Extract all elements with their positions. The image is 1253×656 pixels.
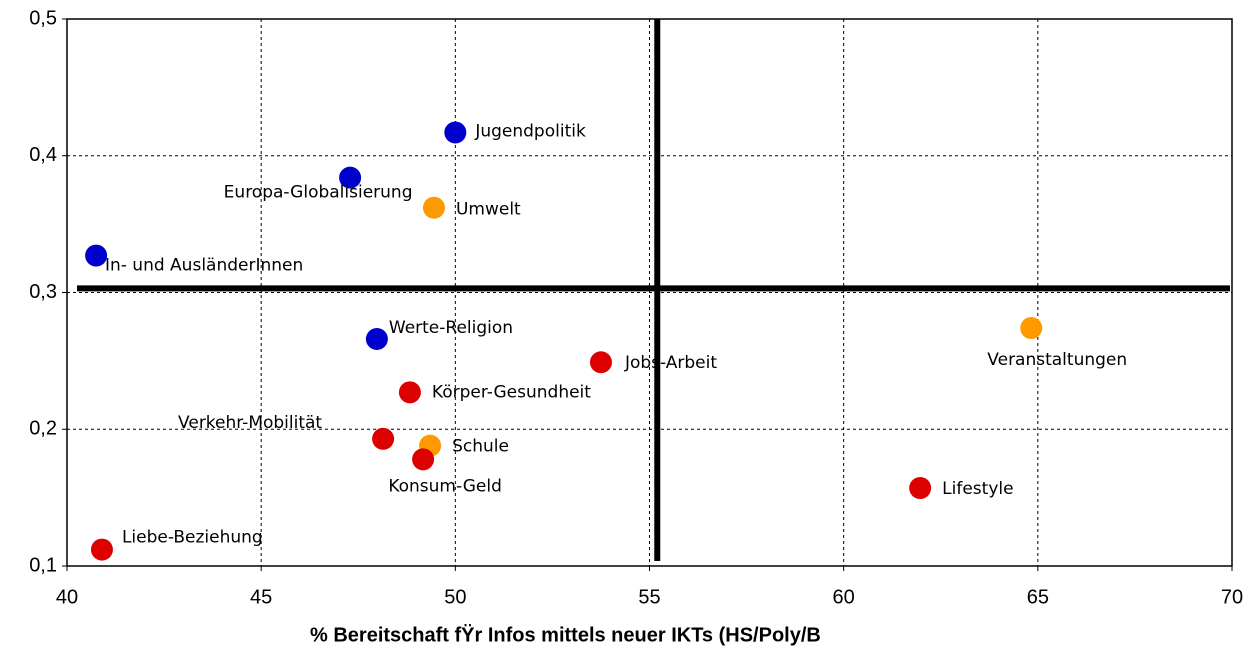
y-tick-label: 0,1: [29, 554, 57, 576]
x-tick-label: 40: [56, 586, 78, 608]
plot-border: [66, 18, 1233, 567]
point: [339, 166, 362, 189]
point-label: Lifestyle: [942, 479, 1013, 499]
x-tick-label: 65: [1027, 586, 1049, 608]
point-label: Konsum-Geld: [388, 476, 502, 496]
point: [444, 121, 467, 144]
point: [909, 477, 932, 500]
y-tick-label: 0,4: [29, 144, 57, 166]
point-label: Liebe-Beziehung: [122, 528, 263, 548]
point: [398, 381, 421, 404]
point: [1020, 317, 1043, 340]
x-tick-label: 60: [833, 586, 855, 608]
point: [85, 244, 108, 267]
point-label: Umwelt: [456, 200, 521, 220]
y-tick-label: 0,2: [29, 418, 57, 440]
point-label: Körper-Gesundheit: [432, 382, 591, 402]
y-tick-label: 0,5: [29, 7, 57, 29]
point-label: In- und AusländerInnen: [105, 256, 303, 276]
point-label: Jobs-Arbeit: [624, 353, 717, 373]
x-tick-label: 45: [250, 586, 272, 608]
point: [90, 538, 113, 561]
x-tick-label: 50: [444, 586, 466, 608]
x-axis-title: % Bereitschaft fŸr Infos mittels neuer I…: [310, 623, 821, 646]
point-label: Veranstaltungen: [987, 350, 1127, 370]
x-tick-label: 70: [1221, 586, 1243, 608]
point: [365, 327, 388, 350]
point: [589, 351, 612, 374]
x-tick-label: 55: [638, 586, 660, 608]
point-label: Werte-Religion: [389, 318, 513, 338]
point: [412, 448, 435, 471]
point-label: Schule: [452, 437, 509, 457]
point-label: Jugendpolitik: [474, 122, 586, 142]
y-tick-label: 0,3: [29, 281, 57, 303]
point-label: Europa-Globalisierung: [224, 183, 413, 203]
point: [372, 427, 395, 450]
point: [422, 196, 445, 219]
point-label: Verkehr-Mobilität: [178, 413, 322, 433]
